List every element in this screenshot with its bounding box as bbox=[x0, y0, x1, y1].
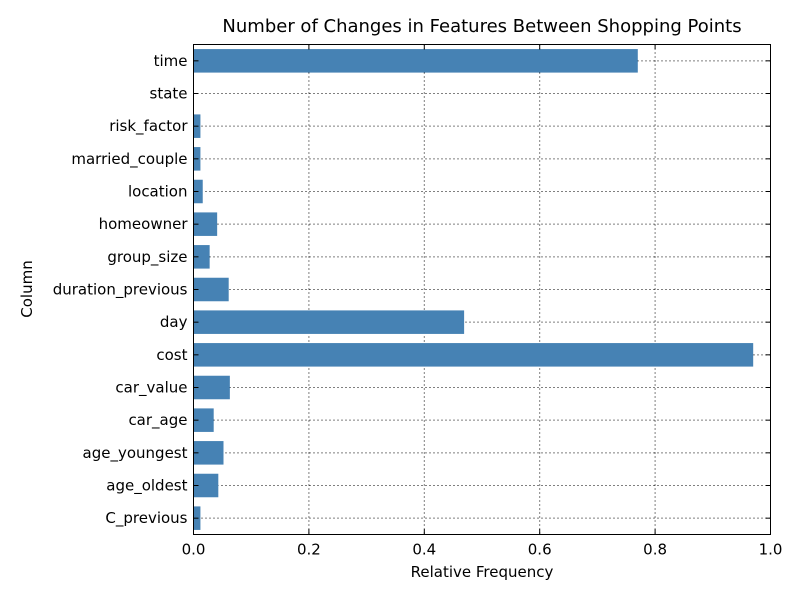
y-axis-label: Column bbox=[18, 260, 36, 317]
x-tick-label: 0.0 bbox=[182, 541, 206, 559]
x-tick-label: 0.8 bbox=[643, 541, 667, 559]
bar-car_age bbox=[193, 408, 214, 432]
y-tick-labels: time state risk_factor married_couplelocati… bbox=[53, 52, 189, 528]
bar-age_youngest bbox=[193, 441, 224, 465]
y-tick-label-C_previous: C_previous bbox=[105, 509, 187, 528]
y-tick-label-time: time bbox=[154, 52, 188, 70]
bar-time bbox=[193, 49, 638, 73]
x-tick-label: 0.2 bbox=[297, 541, 321, 559]
y-tick-label-location: location bbox=[128, 183, 188, 201]
bar-homeowner bbox=[193, 212, 218, 236]
y-tick-label-car_value: car_value bbox=[115, 379, 187, 398]
y-tick-label-married_couple: married_couple bbox=[71, 150, 187, 169]
y-tick-label-duration_previous: duration_previous bbox=[53, 281, 188, 300]
y-tick-label-cost: cost bbox=[156, 346, 187, 364]
y-tick-label-age_youngest: age_youngest bbox=[83, 444, 188, 463]
plot-frame bbox=[193, 44, 771, 535]
x-axis-label: Relative Frequency bbox=[411, 563, 554, 581]
y-tick-label-car_age: car_age bbox=[128, 411, 187, 430]
y-tick-label-state: state bbox=[150, 85, 188, 103]
bar-day bbox=[193, 310, 465, 334]
bar-group_size bbox=[193, 245, 210, 269]
x-tick-labels: 0.0 0.2 0.4 0.6 0.8 1.0 bbox=[182, 541, 783, 559]
y-tick-label-risk_factor: risk_factor bbox=[109, 117, 188, 136]
bar-duration_previous bbox=[193, 277, 229, 302]
y-tick-label-day: day bbox=[160, 313, 188, 331]
bars bbox=[193, 49, 754, 530]
grid-lines bbox=[193, 44, 771, 535]
y-tick-label-group_size: group_size bbox=[107, 248, 187, 267]
bar-car_value bbox=[193, 375, 230, 400]
x-tick-label: 0.6 bbox=[528, 541, 552, 559]
y-tick-label-homeowner: homeowner bbox=[99, 215, 189, 233]
bar-cost bbox=[193, 343, 754, 367]
x-tick-label: 0.4 bbox=[412, 541, 436, 559]
bar-age_oldest bbox=[193, 473, 219, 498]
y-tick-label-age_oldest: age_oldest bbox=[106, 477, 187, 496]
x-tick-label: 1.0 bbox=[759, 541, 783, 559]
chart-title: Number of Changes in Features Between Sh… bbox=[222, 16, 741, 37]
